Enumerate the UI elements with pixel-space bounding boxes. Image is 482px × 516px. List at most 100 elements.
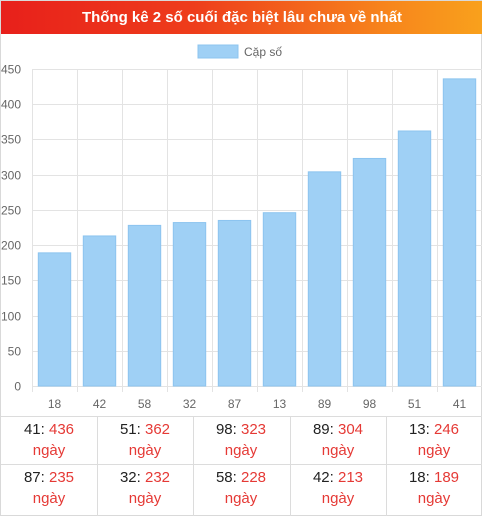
- stats-divider: [1, 464, 482, 465]
- stat-unit: ngày: [321, 442, 355, 459]
- stat-cell: 51: 362 ngày: [97, 419, 193, 467]
- stat-line: 87: 235: [1, 467, 97, 488]
- stat-sep: :: [40, 421, 49, 438]
- stat-days: 362: [145, 421, 171, 438]
- stats-divider: [97, 416, 98, 516]
- stat-line: 18: 189: [386, 467, 482, 488]
- bar: [172, 222, 207, 387]
- stat-line: 42: 213: [290, 467, 386, 488]
- stat-days: 323: [241, 421, 267, 438]
- stat-days: 189: [434, 469, 460, 486]
- stat-pair: 18: [408, 469, 426, 486]
- stat-cell: 87: 235 ngày: [1, 467, 97, 515]
- stat-cell: 89: 304 ngày: [290, 419, 386, 467]
- stats-divider: [386, 416, 387, 516]
- stat-cell: 32: 232 ngày: [97, 467, 193, 515]
- bar: [82, 235, 117, 387]
- x-tick-label: 32: [183, 397, 197, 411]
- bar: [262, 212, 297, 387]
- stat-pair: 89: [312, 421, 330, 438]
- stat-line: 58: 228: [193, 467, 289, 488]
- stat-cell: 58: 228 ngày: [193, 467, 289, 515]
- x-tick-label: 13: [273, 397, 287, 411]
- chart-legend[interactable]: Cặp số: [197, 44, 282, 59]
- legend-swatch: [197, 44, 239, 59]
- stat-unit: ngày: [417, 442, 451, 459]
- stat-days: 232: [145, 469, 171, 486]
- stat-days: 246: [434, 421, 460, 438]
- stat-days: 213: [338, 469, 364, 486]
- stats-divider: [290, 416, 291, 516]
- stat-sep: :: [232, 421, 241, 438]
- x-tick-label: 98: [363, 397, 377, 411]
- stat-unit: ngày: [321, 490, 355, 507]
- stat-line: 13: 246: [386, 419, 482, 440]
- stat-pair: 42: [312, 469, 330, 486]
- y-tick-label: 200: [1, 239, 21, 253]
- bar-chart: Cặp số 0 50 100 150 200 250 300 350 400 450 18 42 5…: [1, 44, 482, 411]
- y-tick-label: 450: [1, 63, 21, 77]
- stat-line: 41: 436: [1, 419, 97, 440]
- x-tick-label: 41: [453, 397, 467, 411]
- chart-grid: [32, 69, 482, 392]
- y-axis: 0 50 100 150 200 250 300 350 400 450: [1, 63, 21, 394]
- y-tick-label: 300: [1, 169, 21, 183]
- stat-pair: 32: [119, 469, 137, 486]
- stat-days: 235: [49, 469, 75, 486]
- stats-table: 41: 436 ngày 51: 362 ngày 98: 323 ngày 89: 304…: [1, 416, 482, 516]
- bar: [352, 157, 387, 387]
- y-tick-label: 150: [1, 274, 21, 288]
- stat-line: 32: 232: [97, 467, 193, 488]
- x-tick-label: 42: [93, 397, 107, 411]
- stat-cell: 18: 189 ngày: [386, 467, 482, 515]
- x-tick-label: 18: [48, 397, 62, 411]
- bar: [217, 219, 252, 387]
- x-tick-label: 87: [228, 397, 242, 411]
- stat-line: 98: 323: [193, 419, 289, 440]
- stat-line: 89: 304: [290, 419, 386, 440]
- stat-cell: 98: 323 ngày: [193, 419, 289, 467]
- x-tick-label: 58: [138, 397, 152, 411]
- stat-sep: :: [329, 421, 338, 438]
- x-tick-label: 89: [318, 397, 332, 411]
- stat-pair: 41: [23, 421, 41, 438]
- stat-days: 304: [338, 421, 364, 438]
- bars-group: [37, 78, 477, 387]
- stat-sep: :: [40, 469, 49, 486]
- y-tick-label: 400: [1, 98, 21, 112]
- y-tick-label: 350: [1, 133, 21, 147]
- x-tick-label: 51: [408, 397, 422, 411]
- stat-sep: :: [425, 469, 434, 486]
- bar: [307, 171, 342, 387]
- stat-unit: ngày: [32, 442, 66, 459]
- stat-cell: 42: 213 ngày: [290, 467, 386, 515]
- stat-pair: 98: [215, 421, 233, 438]
- bar: [442, 78, 477, 387]
- stat-sep: :: [136, 469, 145, 486]
- y-tick-label: 100: [1, 310, 21, 324]
- stat-unit: ngày: [128, 490, 162, 507]
- y-tick-label: 0: [14, 380, 21, 394]
- bar: [397, 130, 432, 387]
- stats-divider: [1, 416, 482, 417]
- stat-pair: 51: [119, 421, 137, 438]
- y-tick-label: 50: [8, 345, 22, 359]
- stat-sep: :: [136, 421, 145, 438]
- y-tick-label: 250: [1, 204, 21, 218]
- stat-pair: 58: [215, 469, 233, 486]
- stat-unit: ngày: [224, 442, 258, 459]
- stat-days: 436: [49, 421, 75, 438]
- stat-cell: 13: 246 ngày: [386, 419, 482, 467]
- legend-label: Cặp số: [244, 45, 282, 59]
- stat-unit: ngày: [32, 490, 66, 507]
- widget-title: Thống kê 2 số cuối đặc biệt lâu chưa về …: [1, 1, 482, 34]
- stat-sep: :: [329, 469, 338, 486]
- stat-unit: ngày: [128, 442, 162, 459]
- stat-unit: ngày: [417, 490, 451, 507]
- stat-pair: 87: [23, 469, 41, 486]
- stat-days: 228: [241, 469, 267, 486]
- bar: [127, 224, 162, 387]
- stat-cell: 41: 436 ngày: [1, 419, 97, 467]
- bar: [37, 252, 72, 387]
